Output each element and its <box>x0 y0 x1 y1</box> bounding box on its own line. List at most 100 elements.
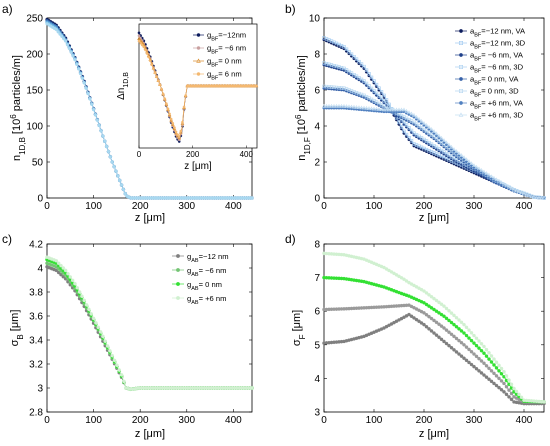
series-line <box>46 256 252 390</box>
y-tick-label: 4 <box>314 374 320 385</box>
data-point <box>479 371 484 375</box>
data-point <box>412 316 416 320</box>
data-point <box>391 107 397 112</box>
data-point <box>101 334 105 339</box>
data-point <box>399 107 404 112</box>
data-point <box>419 118 424 123</box>
data-point <box>364 105 369 110</box>
data-point <box>467 347 471 352</box>
x-tick-label: 100 <box>85 415 102 426</box>
data-point <box>484 354 489 358</box>
data-point <box>489 369 494 373</box>
data-point <box>96 325 101 330</box>
legend-label: gAB= 0 nm <box>187 280 222 292</box>
legend-marker <box>458 65 463 70</box>
data-point <box>466 159 472 163</box>
data-point <box>103 139 107 143</box>
legend-marker <box>458 40 463 45</box>
inset-data-point <box>161 92 165 96</box>
data-point <box>56 30 60 34</box>
data-point <box>542 400 546 404</box>
data-point <box>414 114 419 119</box>
data-point <box>456 151 462 155</box>
data-point <box>479 341 484 346</box>
data-point <box>507 395 511 399</box>
data-point <box>437 311 441 315</box>
y-tick-label: 3.4 <box>29 336 43 347</box>
data-point <box>464 325 469 330</box>
data-point <box>424 302 429 307</box>
inset-series-4 <box>137 39 258 139</box>
inset-data-point <box>184 94 188 97</box>
legend-label: aBF= +6 nm, 3D <box>470 111 524 123</box>
x-tick-label: 0 <box>321 201 327 212</box>
series-line <box>324 105 545 199</box>
x-tick-label: 100 <box>366 415 383 426</box>
data-point <box>464 358 469 363</box>
inset-data-point <box>182 105 186 109</box>
data-point <box>474 164 479 169</box>
data-point <box>98 330 103 334</box>
data-point <box>467 328 471 332</box>
legend-marker <box>459 101 463 105</box>
data-point <box>362 64 366 69</box>
data-point <box>449 144 454 149</box>
data-point <box>104 144 109 149</box>
data-point <box>71 54 75 58</box>
y-tick-label: 0 <box>37 194 43 205</box>
panel-b-label: b) <box>285 2 296 16</box>
data-point <box>369 86 374 91</box>
legend-label: aBF= +6 nm, VA <box>470 99 524 111</box>
inset-x-tick-label: 200 <box>186 150 200 159</box>
data-point <box>80 294 84 298</box>
data-point <box>112 358 117 363</box>
data-point <box>452 348 456 352</box>
panel-a-label: a) <box>2 2 13 16</box>
data-point <box>536 195 542 199</box>
data-point <box>482 351 486 355</box>
data-point <box>361 105 367 110</box>
data-point <box>477 369 481 373</box>
data-point <box>65 43 70 47</box>
data-point <box>77 67 81 71</box>
data-point <box>54 27 58 32</box>
data-point <box>94 321 98 325</box>
data-point <box>494 177 499 182</box>
data-point <box>381 107 387 112</box>
data-point <box>67 46 72 51</box>
data-point <box>116 174 120 178</box>
inset-data-point <box>137 39 141 43</box>
inset-data-point <box>137 31 141 35</box>
y-tick-label: 3.6 <box>29 312 43 323</box>
data-point <box>494 360 499 364</box>
x-tick-label: 200 <box>416 201 433 212</box>
inset-data-point <box>144 48 147 52</box>
data-point <box>122 379 126 384</box>
data-point <box>419 321 424 325</box>
data-point <box>326 103 332 108</box>
data-point <box>497 385 501 390</box>
series-8 <box>321 103 547 200</box>
data-point <box>506 184 512 189</box>
data-point <box>382 93 386 98</box>
y-tick-label: 0 <box>314 194 320 205</box>
data-point <box>82 81 86 85</box>
data-point <box>339 103 344 108</box>
data-point <box>434 137 439 141</box>
data-point <box>534 195 539 199</box>
data-point <box>481 169 487 174</box>
data-point <box>472 352 476 356</box>
data-point <box>108 349 112 353</box>
inset-data-point <box>174 130 178 134</box>
data-point <box>374 106 379 111</box>
data-point <box>502 369 506 374</box>
panel-b-y-label: n1D,F[106 particles/m] <box>294 55 312 161</box>
data-point <box>499 379 504 383</box>
data-point <box>369 75 374 80</box>
y-tick-label: 8 <box>314 240 320 251</box>
data-point <box>121 187 126 192</box>
data-point <box>106 149 111 154</box>
data-point <box>512 386 516 391</box>
